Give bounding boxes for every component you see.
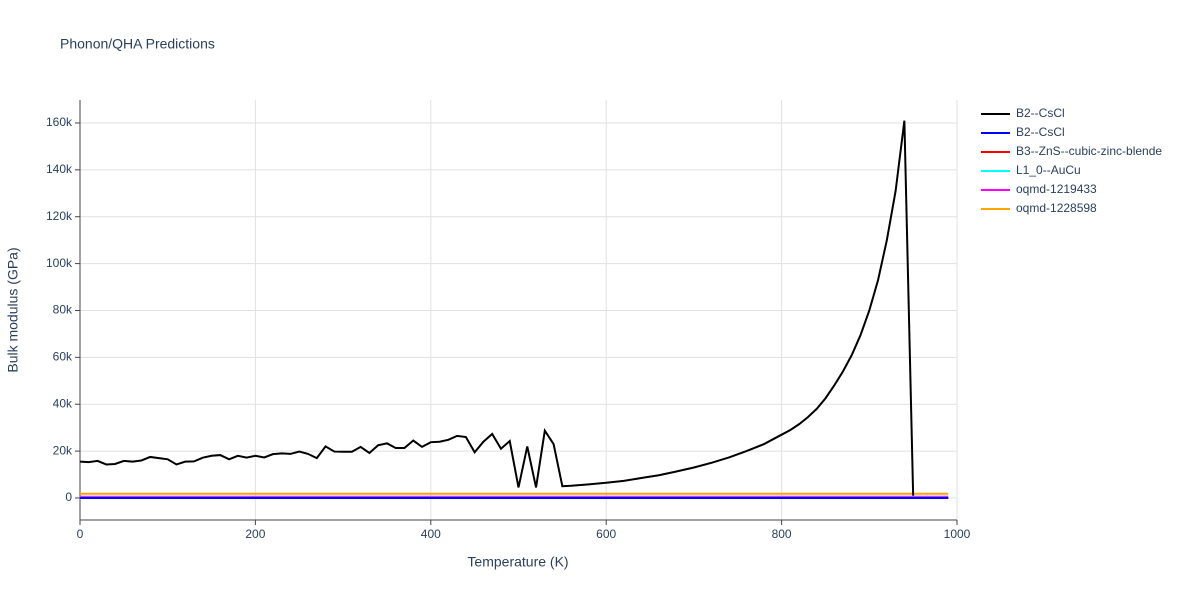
legend-label: L1_0--AuCu: [1016, 163, 1081, 177]
legend-label: B2--CsCl: [1016, 125, 1065, 139]
y-tick-label: 20k: [53, 443, 73, 457]
legend-label: B2--CsCl: [1016, 106, 1065, 120]
x-tick-label: 400: [421, 527, 441, 541]
y-tick-label: 0: [65, 490, 72, 504]
x-tick-label: 600: [596, 527, 616, 541]
x-axis-label: Temperature (K): [467, 554, 568, 570]
legend-label: oqmd-1228598: [1016, 201, 1097, 215]
y-axis-label: Bulk modulus (GPa): [5, 247, 21, 372]
y-tick-label: 120k: [46, 209, 73, 223]
y-tick-label: 40k: [53, 396, 73, 410]
legend-label: oqmd-1219433: [1016, 182, 1097, 196]
y-tick-label: 100k: [46, 256, 73, 270]
y-tick-label: 140k: [46, 162, 73, 176]
x-tick-label: 1000: [944, 527, 971, 541]
x-tick-label: 800: [772, 527, 792, 541]
chart-title: Phonon/QHA Predictions: [60, 36, 215, 52]
y-tick-label: 160k: [46, 115, 73, 129]
y-tick-label: 80k: [53, 303, 73, 317]
x-tick-label: 200: [245, 527, 265, 541]
legend-label: B3--ZnS--cubic-zinc-blende: [1016, 144, 1162, 158]
series-line: [79, 120, 915, 496]
y-tick-label: 60k: [53, 350, 73, 364]
x-tick-label: 0: [77, 527, 84, 541]
